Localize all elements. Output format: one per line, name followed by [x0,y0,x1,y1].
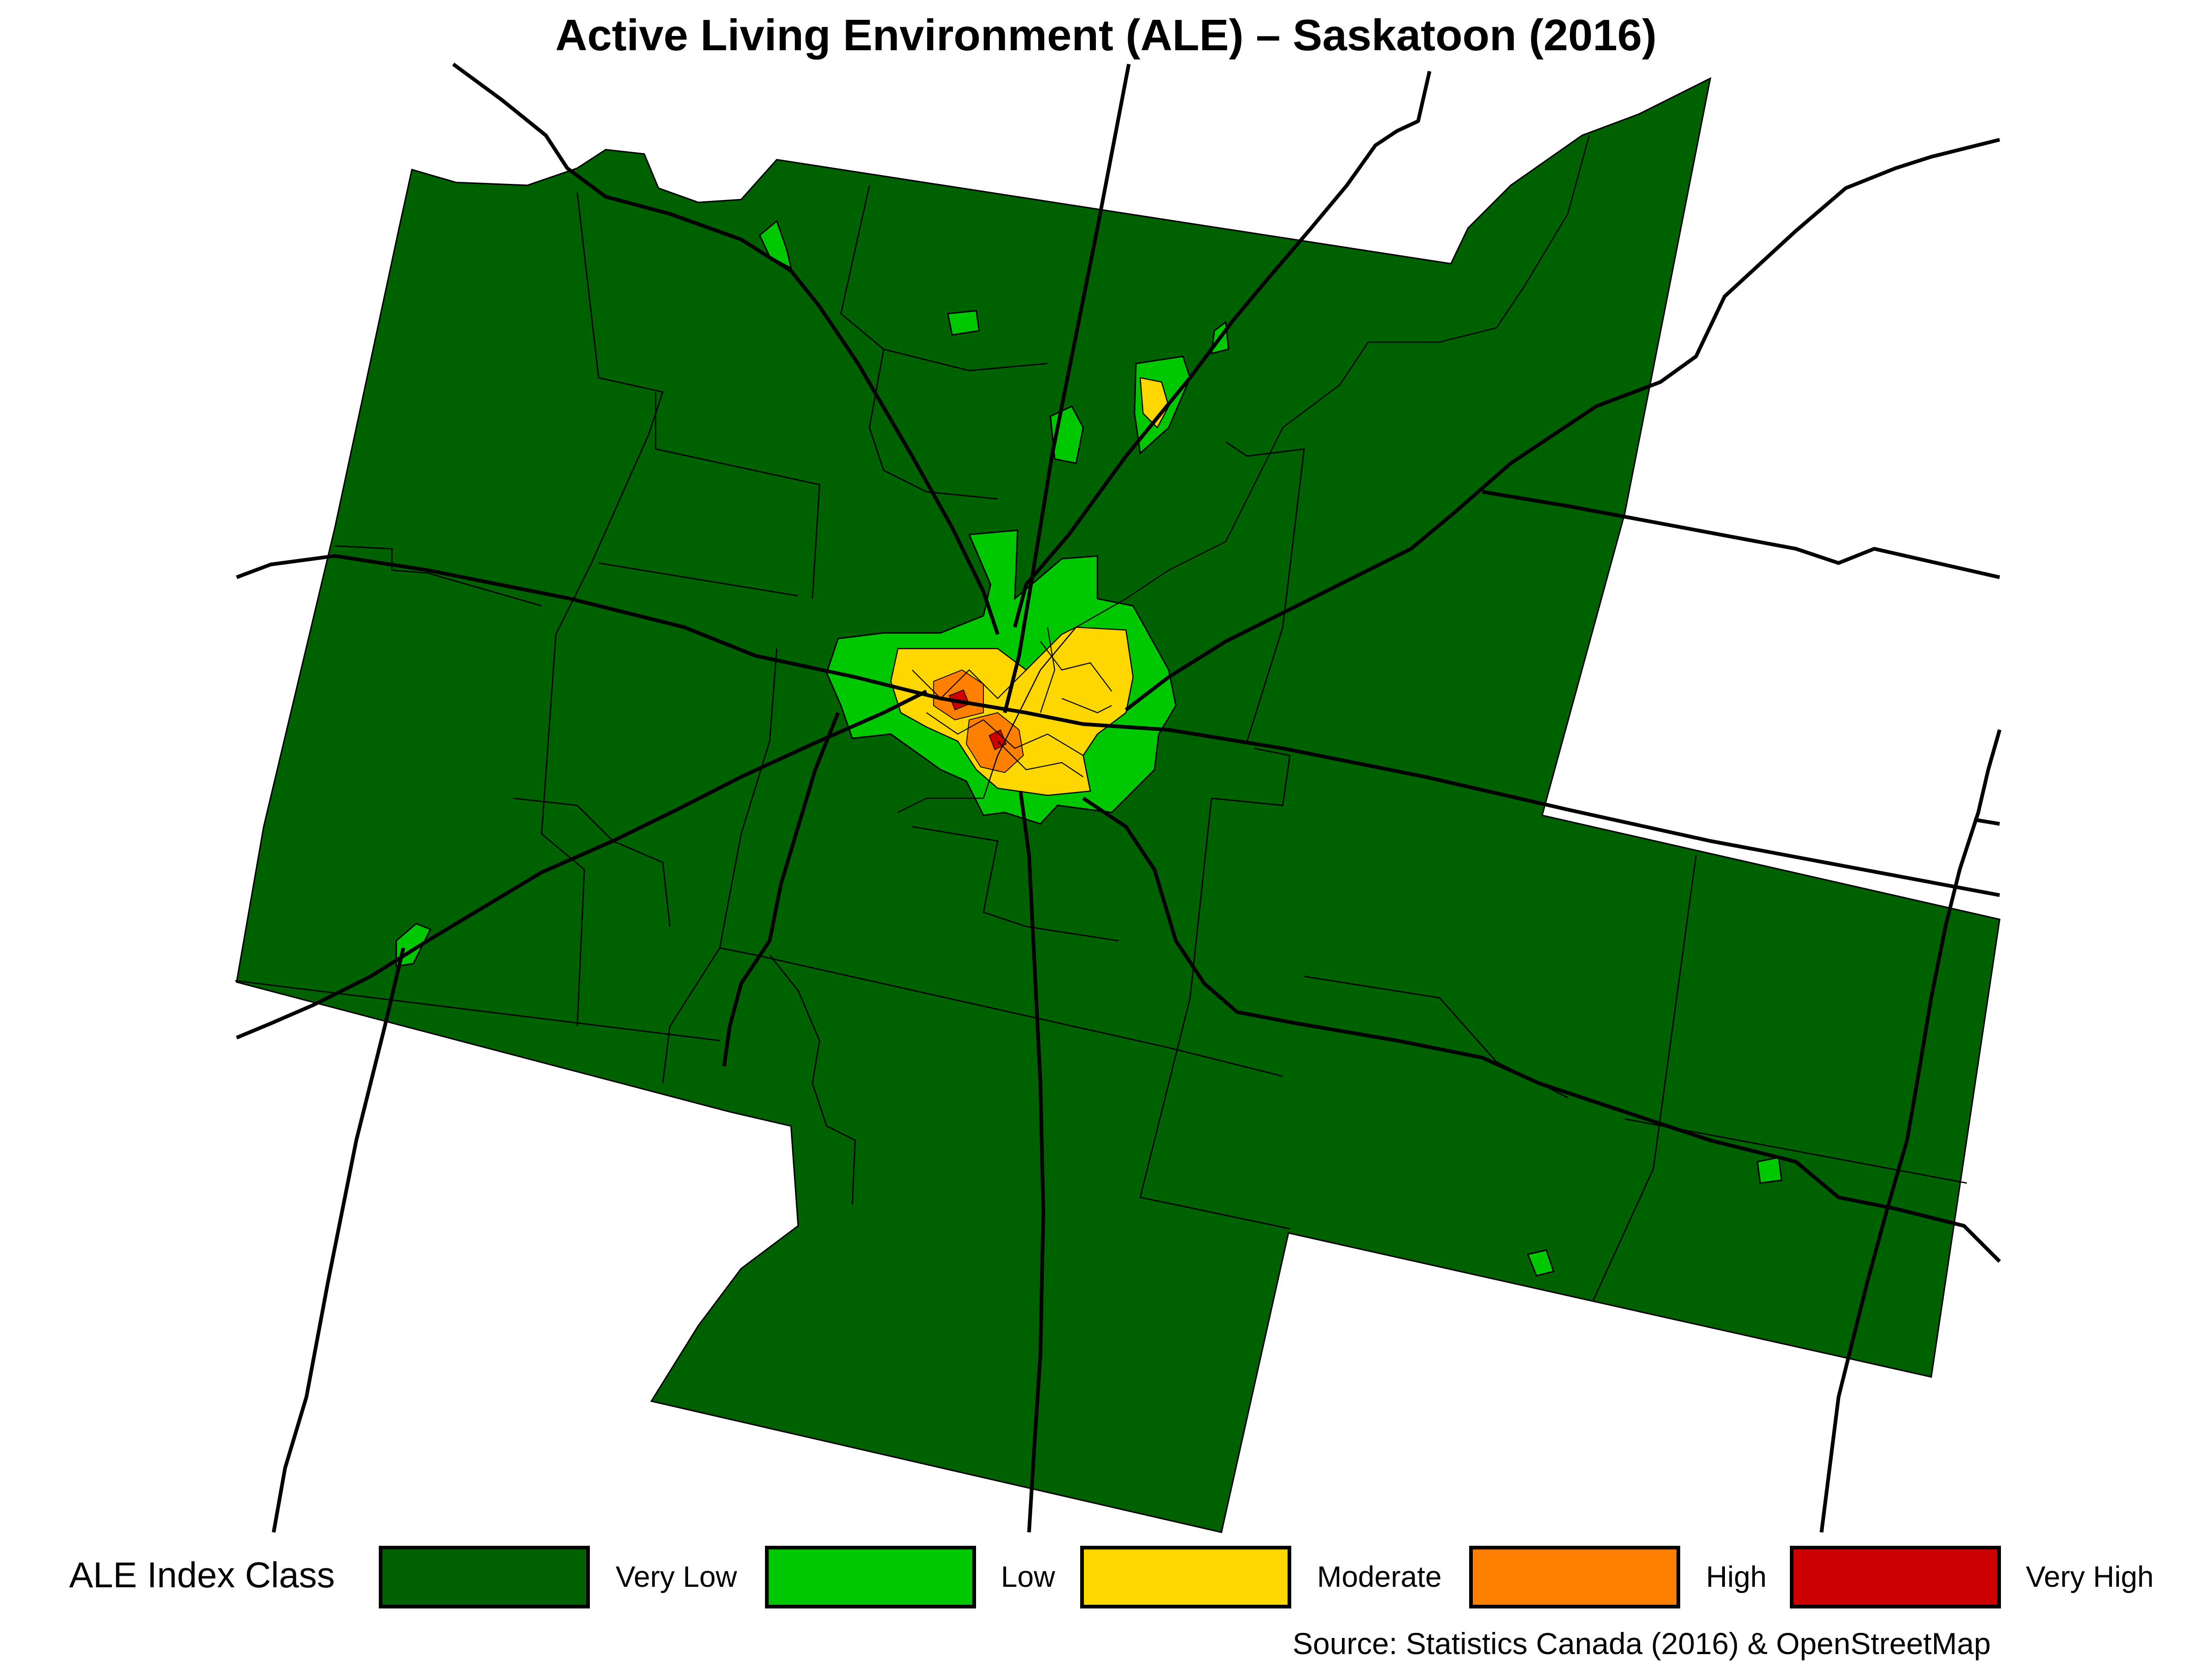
map-title: Active Living Environment (ALE) – Saskat… [555,11,1657,60]
highway-se [1082,796,2001,1263]
highway-ne-long [1124,138,2000,712]
legend-key-moderate [1080,1546,1291,1608]
highways [235,62,2002,1533]
legend-key-very-low [379,1546,590,1608]
legend-label-very-low: Very Low [616,1560,737,1593]
legend-label-moderate: Moderate [1317,1560,1442,1593]
highway-sw [235,689,928,1040]
highway-far-se [1819,729,2002,1533]
highway-nw [452,62,1000,635]
legend-label-high: High [1706,1560,1767,1593]
highway-far-sw [271,947,406,1533]
highway-e [1482,490,2000,579]
legend-label-very-high: Very High [2026,1560,2154,1593]
highway-s [1018,790,1045,1532]
legend-key-high [1469,1546,1680,1608]
division-boundaries [235,185,1967,1301]
highway-ne-short [1013,71,1431,628]
river [897,135,1590,813]
legend-key-low [765,1546,976,1608]
highway-n [1003,64,1131,713]
highway-far-e-branch [1973,818,2000,826]
source-note: Source: Statistics Canada (2016) & OpenS… [1292,1626,1991,1661]
legend-label-low: Low [1001,1560,1055,1593]
legend-key-very-high [1790,1546,2001,1608]
urban-block-lines [912,627,1112,777]
legend-title: ALE Index Class [69,1555,335,1595]
highway-ssw [722,712,840,1066]
highway-w [235,554,2000,897]
